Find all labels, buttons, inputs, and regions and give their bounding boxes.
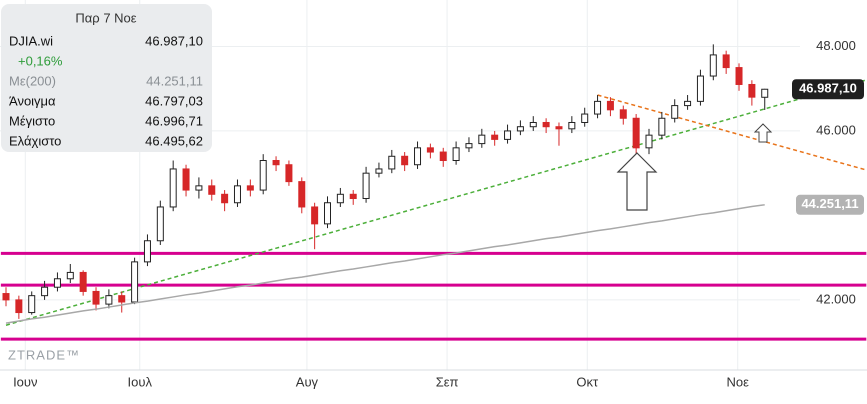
y-tick-label: 42.000 — [816, 291, 856, 306]
candle-body — [324, 202, 331, 225]
candle-body — [388, 155, 396, 170]
candle-body — [169, 168, 177, 208]
info-value: 44.251,11 — [146, 73, 203, 88]
price-label: 46.987,10 — [799, 81, 857, 96]
candle-body — [298, 181, 306, 208]
ma-label-box — [796, 194, 864, 215]
candle-body — [401, 155, 409, 166]
candle-body — [41, 286, 49, 297]
candle-body — [684, 100, 692, 107]
candle-body — [246, 185, 254, 191]
candle-body — [452, 147, 460, 162]
candle-body — [156, 206, 164, 242]
info-label: Ελάχιστο — [9, 133, 61, 148]
candle-body — [735, 67, 743, 85]
candle-body — [555, 126, 563, 130]
candle-body — [722, 54, 730, 69]
info-label: Μέγιστο — [9, 113, 55, 128]
info-value: 46.987,10 — [145, 33, 203, 48]
candle-body — [53, 278, 61, 288]
x-tick-label: Οκτ — [576, 374, 599, 389]
ma-label: 44.251,11 — [801, 196, 858, 211]
candle-body — [529, 121, 537, 128]
info-label: Άνοιγμα — [9, 93, 56, 108]
candle-body — [658, 117, 666, 136]
candle-body — [619, 109, 627, 119]
candle-body — [143, 240, 151, 263]
candle-body — [581, 113, 589, 123]
candle-body — [516, 126, 524, 132]
info-date: Παρ 7 Νοε — [75, 10, 136, 25]
candle-body — [272, 160, 280, 166]
x-tick-label: Ιουλ — [128, 374, 153, 389]
arrow-marker — [616, 152, 658, 211]
candle-body — [478, 134, 486, 145]
candle-body — [761, 88, 769, 98]
info-value: 46.996,71 — [145, 113, 203, 128]
candle-body — [542, 121, 550, 128]
x-tick-label: Ιουν — [13, 374, 37, 389]
candle-body — [709, 54, 717, 77]
y-tick-label: 46.000 — [816, 122, 856, 137]
candle-body — [568, 121, 576, 130]
candle-body — [79, 271, 87, 292]
candle-body — [645, 134, 653, 149]
candle-body — [606, 100, 614, 111]
candle-body — [426, 147, 434, 153]
candle-body — [28, 295, 36, 314]
trend-line — [5, 79, 867, 326]
candle-body — [182, 168, 190, 191]
trend-line — [597, 94, 867, 171]
candle-body — [748, 83, 756, 98]
candle-body — [632, 117, 640, 149]
candle-body — [696, 75, 704, 102]
candle-body — [118, 295, 126, 303]
candle-body — [465, 143, 473, 149]
candle-body — [15, 299, 23, 314]
candle-body — [221, 193, 229, 204]
x-tick-label: Σεπ — [436, 374, 459, 389]
watermark: ZTRADE™ — [8, 347, 80, 362]
candle-body — [414, 147, 422, 166]
info-change: +0,16% — [18, 53, 63, 68]
x-tick-label: Νοε — [727, 374, 750, 389]
candle-body — [259, 160, 267, 191]
candle-body — [2, 293, 10, 301]
x-tick-label: Αυγ — [296, 374, 319, 389]
info-label: Με(200) — [9, 73, 56, 88]
candle-body — [233, 185, 241, 204]
candle-body — [375, 168, 383, 174]
ma-line — [5, 204, 765, 324]
candle-body — [439, 151, 447, 162]
price-label-box — [792, 79, 864, 100]
candle-body — [131, 261, 139, 303]
candle-body — [362, 172, 370, 200]
candle-body — [349, 193, 357, 200]
candle-body — [311, 206, 319, 225]
y-tick-label: 48.000 — [816, 38, 856, 53]
candle-body — [105, 295, 113, 305]
candle-body — [336, 193, 344, 204]
info-value: 46.495,62 — [145, 133, 203, 148]
candle-body — [671, 105, 679, 119]
candle-body — [504, 130, 512, 140]
candle-body — [92, 290, 100, 305]
candle-body — [491, 134, 499, 140]
info-label: DJIA.wi — [9, 33, 53, 48]
candle-body — [66, 271, 74, 280]
candle-body — [208, 185, 216, 195]
info-box — [1, 4, 212, 152]
arrow-marker — [753, 123, 773, 143]
info-value: 46.797,03 — [145, 93, 203, 108]
candle-body — [594, 100, 602, 115]
candle-body — [195, 185, 203, 191]
info-rows: DJIA.wi 46.987,10 +0,16% Με(200) 44.251,11 Άν… — [9, 33, 203, 148]
candle-body — [285, 164, 293, 183]
